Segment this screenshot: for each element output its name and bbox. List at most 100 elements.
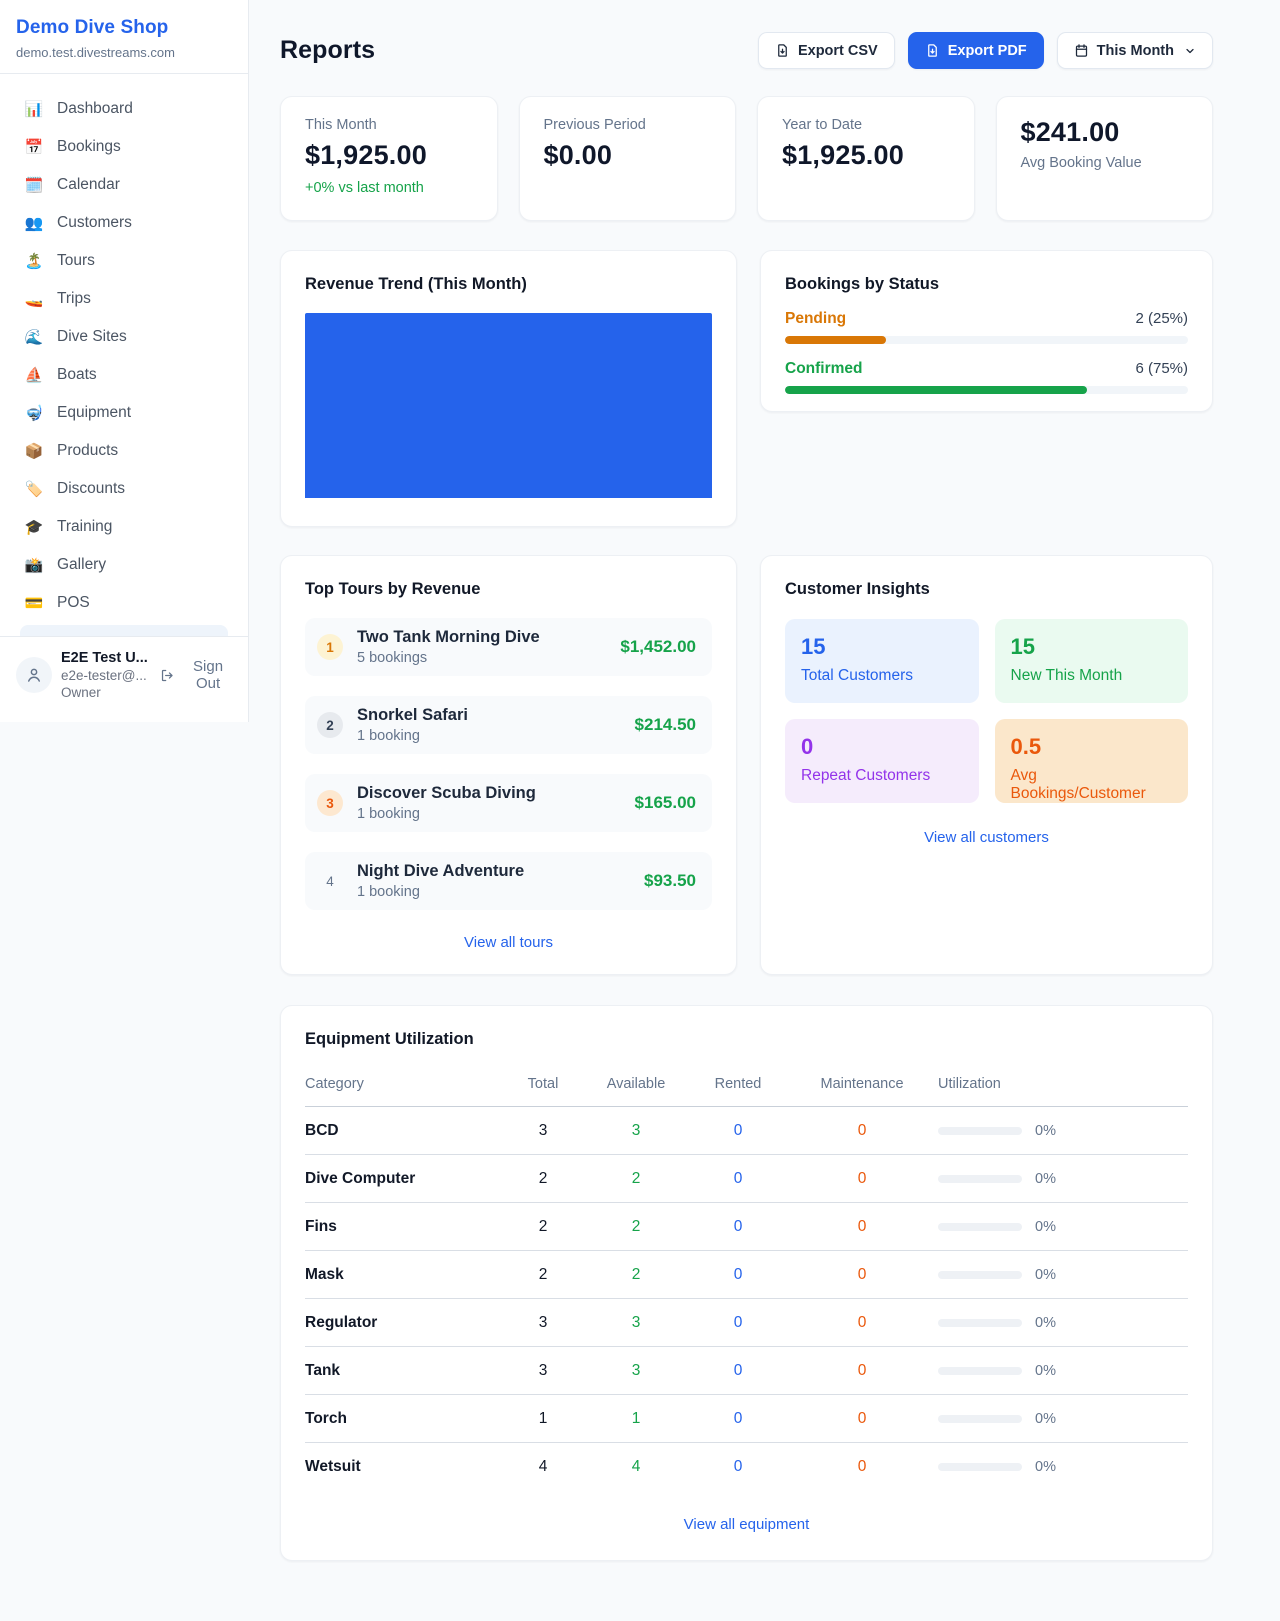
bookings-by-status-title: Bookings by Status bbox=[785, 275, 940, 293]
sidebar-item-boats[interactable]: ⛵ Boats bbox=[12, 356, 236, 394]
view-all-customers-link[interactable]: View all customers bbox=[924, 829, 1049, 846]
tile-label: Repeat Customers bbox=[801, 767, 931, 784]
tour-bookings: 1 booking bbox=[357, 806, 420, 822]
sidebar-item-pos[interactable]: 💳 POS bbox=[12, 584, 236, 622]
stat-value: $241.00 bbox=[1020, 117, 1120, 147]
sign-out-button[interactable]: Sign Out bbox=[160, 658, 234, 692]
tile-avg-bookings-customer: 0.5 Avg Bookings/Customer bbox=[994, 719, 1188, 803]
table-row: Mask 2 2 0 0 0% bbox=[305, 1251, 1188, 1299]
customer-insights-title: Customer Insights bbox=[785, 580, 930, 598]
cell-total: 3 bbox=[538, 1313, 548, 1331]
chevron-down-icon bbox=[1186, 48, 1194, 53]
cell-maintenance: 0 bbox=[857, 1458, 867, 1475]
stat-delta: +0% vs last month bbox=[305, 180, 424, 196]
shop-name: Demo Dive Shop bbox=[16, 17, 169, 38]
status-bar-track bbox=[785, 386, 1188, 394]
sidebar-item-dashboard[interactable]: 📊 Dashboard bbox=[12, 90, 236, 128]
cell-utilization: 0% bbox=[1035, 1218, 1056, 1235]
page-title: Reports bbox=[280, 36, 376, 64]
cell-utilization: 0% bbox=[1035, 1122, 1056, 1139]
col-maintenance: Maintenance bbox=[820, 1076, 904, 1092]
stat-value: $1,925.00 bbox=[782, 140, 904, 170]
sidebar-item-products[interactable]: 📦 Products bbox=[12, 432, 236, 470]
sidebar-item-equipment[interactable]: 🤿 Equipment bbox=[12, 394, 236, 432]
export-csv-label: Export CSV bbox=[797, 42, 878, 59]
col-total: Total bbox=[527, 1076, 559, 1092]
sidebar-item-dive-sites[interactable]: 🌊 Dive Sites bbox=[12, 318, 236, 356]
sidebar-item-label: Gallery bbox=[57, 556, 107, 573]
col-rented: Rented bbox=[714, 1076, 762, 1092]
sidebar-item-tours[interactable]: 🏝️ Tours bbox=[12, 242, 236, 280]
cell-category: Wetsuit bbox=[305, 1458, 361, 1475]
sidebar-item-gallery[interactable]: 📸 Gallery bbox=[12, 546, 236, 584]
utilization-bar bbox=[938, 1270, 1022, 1279]
view-all-tours-link[interactable]: View all tours bbox=[464, 934, 553, 951]
status-bar-track bbox=[785, 336, 1188, 344]
equipment-utilization-title: Equipment Utilization bbox=[305, 1030, 474, 1048]
cell-category: Regulator bbox=[305, 1313, 378, 1331]
cell-maintenance: 0 bbox=[857, 1121, 867, 1139]
sidebar-item-label: Dive Sites bbox=[57, 328, 127, 345]
tile-value: 0.5 bbox=[1010, 734, 1042, 759]
utilization-bar bbox=[938, 1414, 1022, 1423]
table-row: BCD 3 3 0 0 0% bbox=[305, 1107, 1188, 1155]
sidebar-item-label: Training bbox=[57, 518, 113, 535]
sidebar-item-discounts[interactable]: 🏷️ Discounts bbox=[12, 470, 236, 508]
tile-new-this-month: 15 New This Month bbox=[994, 619, 1188, 703]
discounts-icon: 🏷️ bbox=[24, 480, 44, 498]
tour-amount: $1,452.00 bbox=[620, 637, 696, 656]
customer-insights-card: Customer Insights 15 Total Customers 15 … bbox=[760, 555, 1213, 975]
tour-amount: $165.00 bbox=[634, 793, 696, 812]
cell-available: 3 bbox=[631, 1313, 641, 1331]
cell-available: 2 bbox=[631, 1265, 641, 1283]
file-export-icon bbox=[927, 44, 937, 57]
avatar bbox=[16, 657, 52, 693]
stat-cards: This Month $1,925.00 +0% vs last month P… bbox=[280, 96, 1213, 221]
cell-rented: 0 bbox=[733, 1169, 743, 1187]
stat-card-this-month: This Month $1,925.00 +0% vs last month bbox=[280, 96, 498, 221]
sidebar-item-bookings[interactable]: 📅 Bookings bbox=[12, 128, 236, 166]
tour-name: Two Tank Morning Dive bbox=[357, 628, 540, 646]
cell-rented: 0 bbox=[733, 1361, 743, 1379]
export-csv-button[interactable]: Export CSV bbox=[757, 32, 895, 69]
training-icon: 🎓 bbox=[24, 518, 44, 536]
sidebar-item-calendar[interactable]: 🗓️ Calendar bbox=[12, 166, 236, 204]
cell-rented: 0 bbox=[733, 1265, 743, 1283]
rank-badge: 4 bbox=[326, 873, 334, 889]
table-row: Dive Computer 2 2 0 0 0% bbox=[305, 1155, 1188, 1203]
sidebar-item-customers[interactable]: 👥 Customers bbox=[12, 204, 236, 242]
status-count: 2 (25%) bbox=[1135, 310, 1188, 327]
tour-bookings: 5 bookings bbox=[357, 650, 428, 666]
cell-total: 3 bbox=[538, 1121, 548, 1139]
sidebar-item-training[interactable]: 🎓 Training bbox=[12, 508, 236, 546]
sidebar-item-label: Tours bbox=[57, 252, 95, 269]
cell-total: 2 bbox=[538, 1265, 548, 1283]
utilization-bar bbox=[938, 1318, 1022, 1327]
tour-name: Snorkel Safari bbox=[357, 706, 468, 724]
revenue-trend-title: Revenue Trend (This Month) bbox=[305, 275, 527, 293]
sidebar-item-trips[interactable]: 🚤 Trips bbox=[12, 280, 236, 318]
cell-rented: 0 bbox=[733, 1313, 743, 1331]
calendar-icon bbox=[1075, 44, 1087, 57]
sidebar-item-label: POS bbox=[57, 594, 90, 611]
export-pdf-button[interactable]: Export PDF bbox=[907, 32, 1044, 69]
gallery-icon: 📸 bbox=[24, 556, 44, 574]
view-all-equipment-link[interactable]: View all equipment bbox=[683, 1516, 810, 1533]
sidebar-nav: 📊 Dashboard 📅 Bookings 🗓️ Calendar 👥 Cus… bbox=[0, 73, 248, 636]
tile-total-customers: 15 Total Customers bbox=[785, 619, 979, 703]
insight-tiles: 15 Total Customers 15 New This Month 0 R… bbox=[785, 619, 1188, 803]
period-selector[interactable]: This Month bbox=[1056, 32, 1213, 69]
top-tours-list: 1 Two Tank Morning Dive 5 bookings $1,45… bbox=[305, 618, 712, 910]
utilization-bar bbox=[938, 1366, 1022, 1375]
user-email: e2e-tester@... bbox=[61, 668, 147, 683]
sidebar-item-label: Discounts bbox=[57, 480, 126, 497]
tile-value: 15 bbox=[801, 634, 826, 659]
bookings-by-status-card: Bookings by Status Pending 2 (25%) Confi… bbox=[760, 250, 1213, 412]
cell-available: 2 bbox=[631, 1169, 641, 1187]
cell-maintenance: 0 bbox=[857, 1265, 867, 1283]
equipment-icon: 🤿 bbox=[24, 404, 44, 422]
export-pdf-label: Export PDF bbox=[947, 42, 1027, 59]
table-header-row: Category Total Available Rented Maintena… bbox=[305, 1070, 1188, 1107]
sidebar-item-partial-highlight[interactable] bbox=[20, 625, 228, 636]
cell-category: Tank bbox=[305, 1361, 341, 1379]
